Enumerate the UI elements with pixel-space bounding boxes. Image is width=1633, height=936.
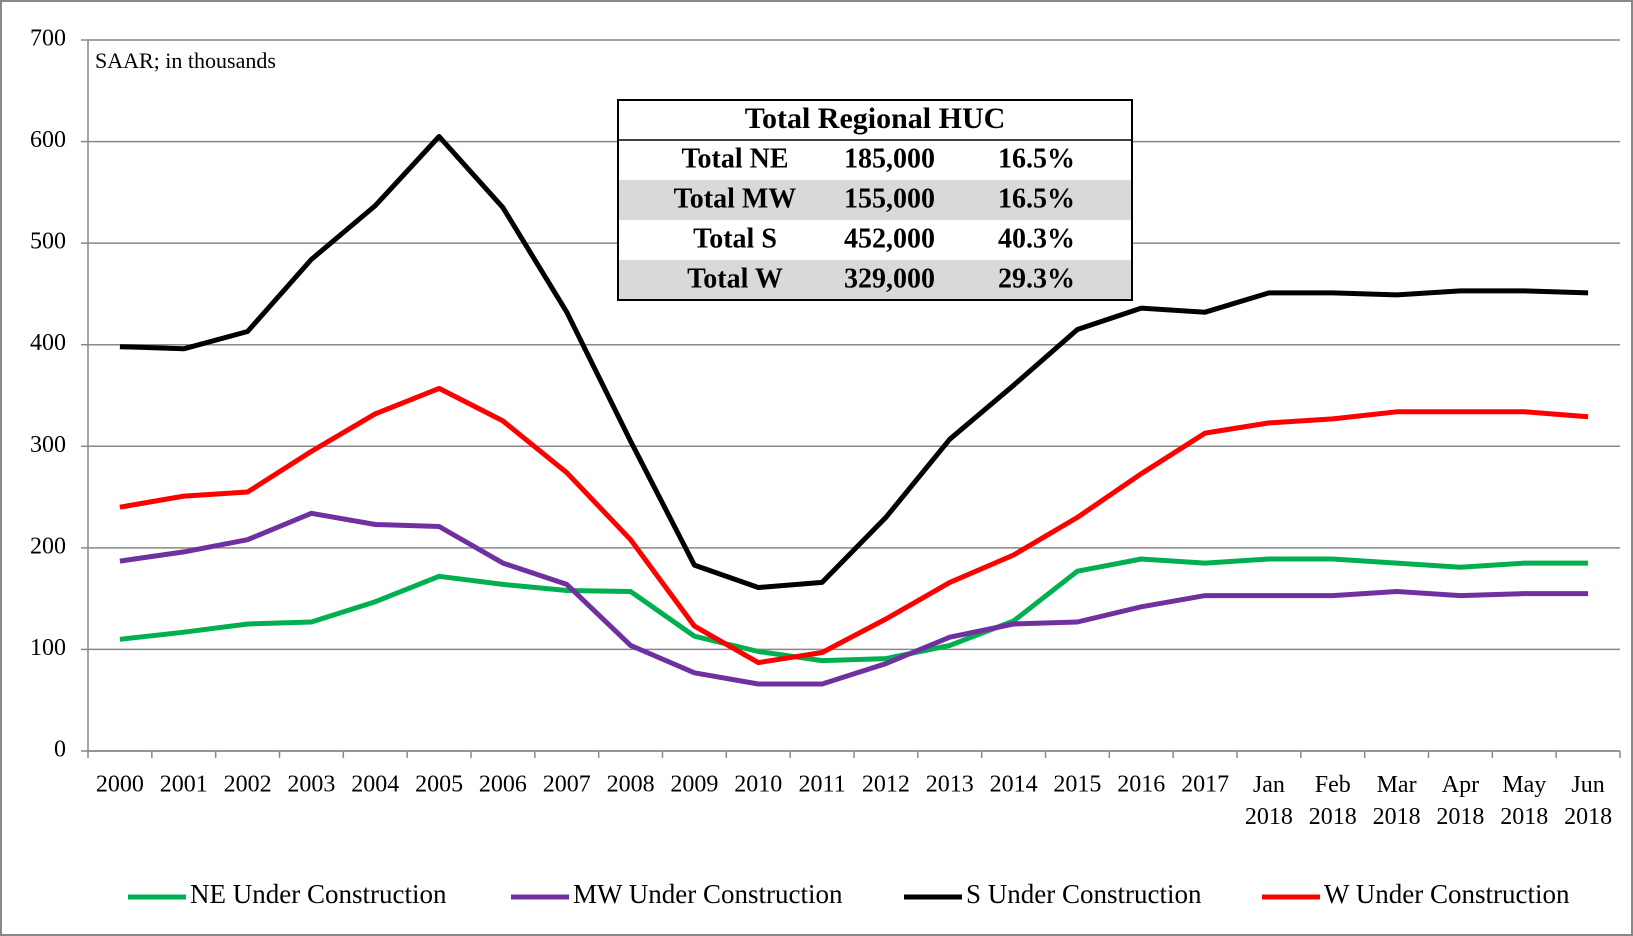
table-title: Total Regional HUC [745, 102, 1006, 135]
x-tick-label-line: 2018 [1373, 804, 1421, 830]
table-cell: 329,000 [844, 263, 935, 294]
series-line [119, 134, 1589, 590]
series-line [119, 510, 1589, 687]
table-row-shade [618, 180, 1132, 220]
x-tick-label: 2008 [607, 772, 655, 798]
x-tick-label: 2013 [926, 772, 974, 798]
y-tick-label: 600 [30, 127, 66, 153]
y-tick-label: 200 [30, 533, 66, 559]
series-line [119, 385, 1589, 666]
series-line [119, 556, 1589, 664]
x-tick-label: May 2018 [1500, 772, 1548, 830]
table-cell: Total MW [674, 183, 797, 214]
x-tick-label-line: Apr [1442, 772, 1479, 798]
x-tick-label-line: Feb [1315, 772, 1351, 798]
x-tick-label-line: Jun [1571, 772, 1604, 798]
table-row-shade [618, 260, 1132, 300]
x-tick-label: 2016 [1117, 772, 1165, 798]
legend-label: W Under Construction [1324, 879, 1570, 909]
x-tick-label: 2007 [543, 772, 591, 798]
x-tick-label: Apr 2018 [1436, 772, 1484, 830]
legend-label: MW Under Construction [573, 879, 843, 909]
table-cell: Total NE [681, 143, 788, 174]
table-cell: Total W [687, 263, 783, 294]
x-tick-label: 2014 [990, 772, 1038, 798]
table-border [617, 99, 1133, 301]
x-tick-label: Mar 2018 [1373, 772, 1421, 830]
x-tick-label: 2009 [670, 772, 718, 798]
table-cell: 185,000 [844, 143, 935, 174]
legend-label: S Under Construction [966, 879, 1202, 909]
x-tick-label: 2012 [862, 772, 910, 798]
x-tick-label: Jun 2018 [1564, 772, 1612, 830]
x-tick-label-line: 2018 [1436, 804, 1484, 830]
table-cell: 452,000 [844, 223, 935, 254]
table-cell: 155,000 [844, 183, 935, 214]
table-cell: 29.3% [998, 263, 1075, 294]
y-tick-label: 700 [30, 26, 66, 52]
y-tick-label: 500 [30, 229, 66, 255]
x-tick-label: 2001 [160, 772, 208, 798]
x-tick-label-line: Jan [1253, 772, 1285, 798]
x-tick-label: 2003 [287, 772, 335, 798]
x-tick-label-line: 2018 [1500, 804, 1548, 830]
table-cell: 40.3% [998, 223, 1075, 254]
y-tick-label: 400 [30, 330, 66, 356]
x-tick-label: 2015 [1053, 772, 1101, 798]
x-tick-label-line: May [1502, 772, 1546, 798]
x-tick-label: Jan 2018 [1245, 772, 1293, 830]
x-tick-label: 2004 [351, 772, 399, 798]
x-tick-label-line: 2018 [1309, 804, 1357, 830]
x-tick-label: Feb 2018 [1309, 772, 1357, 830]
x-tick-label-line: 2018 [1564, 804, 1612, 830]
table-cell: 16.5% [998, 143, 1075, 174]
x-tick-label: 2011 [799, 772, 846, 798]
y-tick-label: 300 [30, 432, 66, 458]
x-tick-label: 2005 [415, 772, 463, 798]
y-tick-label: 0 [54, 737, 66, 763]
x-tick-label: 2000 [96, 772, 144, 798]
annotation: SAAR; in thousands [95, 48, 276, 73]
table-cell: Total S [693, 223, 777, 254]
x-tick-label: 2017 [1181, 772, 1229, 798]
table-cell: 16.5% [998, 183, 1075, 214]
x-tick-label: 2002 [224, 772, 272, 798]
y-tick-label: 100 [30, 635, 66, 661]
x-tick-label: 2010 [734, 772, 782, 798]
legend-label: NE Under Construction [190, 879, 447, 909]
x-tick-label-line: 2018 [1245, 804, 1293, 830]
x-tick-label: 2006 [479, 772, 527, 798]
x-tick-label-line: Mar [1377, 772, 1417, 798]
